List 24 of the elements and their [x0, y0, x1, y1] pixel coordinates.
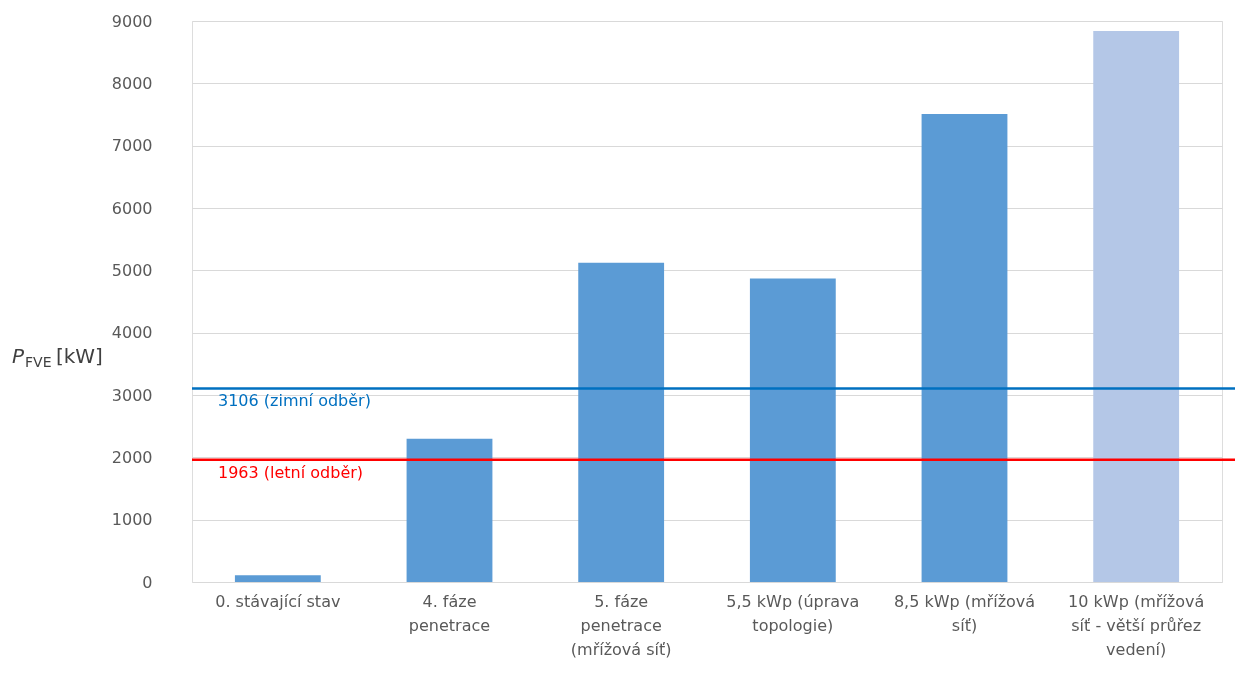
x-tick-label: 10 kWp (mřížová síť - větší průřez vedení)	[1068, 592, 1205, 659]
ref-line-label: 1963 (letní odběr)	[218, 462, 364, 482]
bar	[749, 278, 836, 582]
x-tick-label: 8,5 kWp (mřížová síť)	[893, 592, 1036, 635]
bar	[1093, 30, 1180, 582]
y-tick-label: 0	[142, 572, 153, 592]
y-tick-label: 4000	[111, 323, 153, 343]
y-tick-label: 5000	[111, 260, 153, 280]
x-tick-label: 5. fáze penetrace (mřížová síť)	[570, 592, 672, 659]
y-tick-label: 7000	[111, 136, 153, 156]
y-tick-label: 6000	[111, 198, 153, 218]
ref-line-label: 3106 (zimní odběr)	[218, 391, 371, 411]
bar	[234, 575, 321, 582]
x-tick-label: 0. stávající stav	[215, 592, 341, 611]
bar	[578, 262, 665, 582]
y-tick-label: 2000	[111, 447, 153, 467]
y-tick-label: 9000	[111, 11, 153, 31]
y-tick-label: 3000	[111, 385, 153, 405]
y-tick-label: 1000	[111, 510, 153, 530]
x-tick-label: 4. fáze penetrace	[408, 592, 491, 635]
bar	[406, 438, 493, 582]
x-tick-label: 5,5 kWp (úprava topologie)	[726, 592, 860, 635]
bar	[921, 113, 1008, 582]
y-tick-label: 8000	[111, 73, 153, 93]
